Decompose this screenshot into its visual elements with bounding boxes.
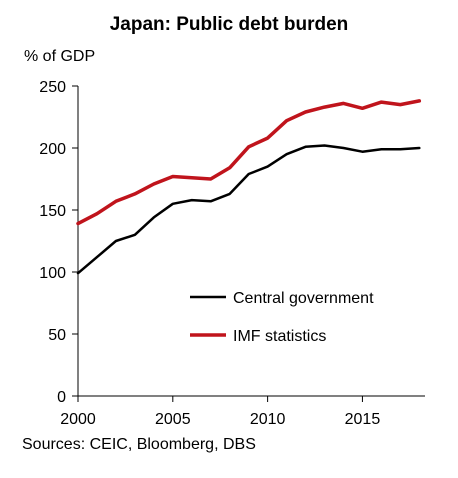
chart-axes: 0 50 100 150 200 250 2000 2005 2010 2015 [39, 79, 425, 428]
series-line-imf-statistics [76, 99, 422, 226]
chart-legend: Central government IMF statistics [190, 290, 374, 345]
y-tick-label: 100 [39, 265, 66, 282]
x-tick-label: 2015 [345, 411, 381, 428]
x-tick-label: 2005 [155, 411, 191, 428]
chart-series [76, 99, 422, 275]
source-note: Sources: CEIC, Bloomberg, DBS [22, 436, 256, 453]
y-tick-label: 250 [39, 79, 66, 96]
x-tick-label: 2010 [250, 411, 286, 428]
series-line-central-government [76, 144, 421, 275]
chart-title: Japan: Public debt burden [109, 14, 349, 35]
y-tick-label: 150 [39, 203, 66, 220]
y-tick-label: 200 [39, 141, 66, 158]
y-tick-label: 0 [57, 389, 66, 406]
y-axis-unit-label: % of GDP [24, 48, 96, 65]
legend-label: Central government [233, 290, 374, 307]
x-tick-label: 2000 [60, 411, 96, 428]
legend-label: IMF statistics [233, 328, 326, 345]
y-tick-label: 50 [48, 327, 66, 344]
